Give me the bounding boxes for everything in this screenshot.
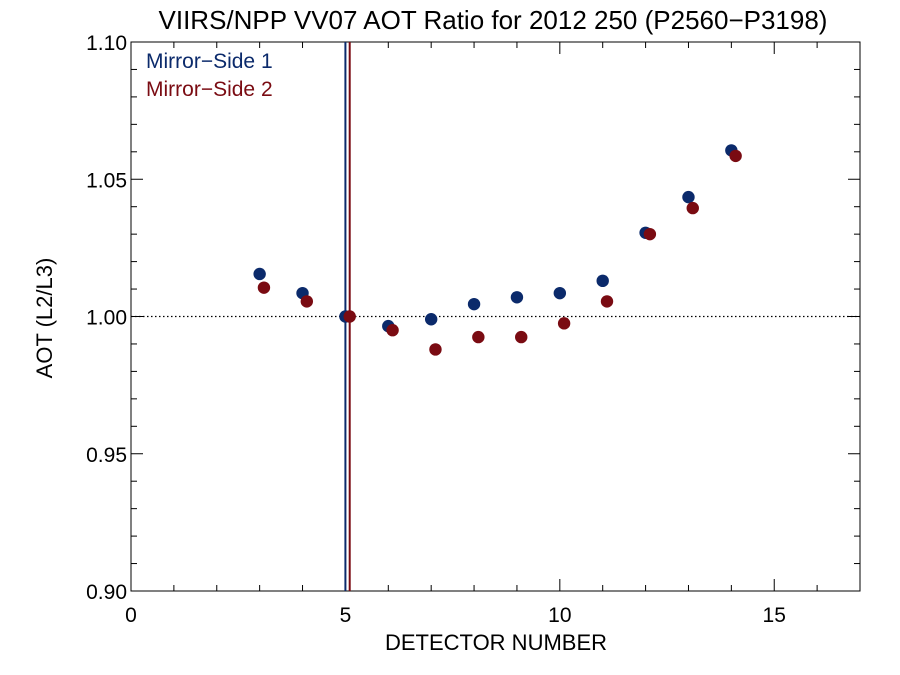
series-1-point (553, 286, 567, 300)
series-2-point (729, 149, 742, 163)
series-1-point (596, 274, 609, 288)
series-2-point (343, 310, 356, 323)
x-axis-label: DETECTOR NUMBER (385, 630, 607, 655)
series-1-point (467, 297, 481, 311)
series-1-point (253, 267, 266, 281)
legend-item-mirror-side-1: Mirror−Side 1 (146, 50, 273, 73)
series-2-point (600, 295, 614, 308)
legend: Mirror−Side 1 Mirror−Side 2 (146, 50, 273, 101)
y-tick-label: 0.90 (86, 581, 127, 604)
x-tick-label: 5 (340, 604, 352, 627)
series-2-point (429, 343, 442, 356)
series-2-point (472, 330, 485, 344)
series-2-point (515, 330, 528, 344)
series-2-point (386, 324, 399, 337)
series-2-point (257, 281, 271, 294)
y-tick-label: 1.10 (86, 32, 127, 55)
y-tick-label: 1.00 (86, 307, 127, 330)
x-tick-label: 10 (548, 604, 571, 627)
y-tick-label: 0.95 (86, 444, 127, 467)
legend-item-mirror-side-2: Mirror−Side 2 (146, 78, 273, 101)
plot-area: 0 5 10 15 0.90 0.95 1.00 1.05 1.10 (86, 32, 861, 627)
series-2-point (300, 295, 314, 308)
series-1-point (510, 291, 524, 304)
series-1-point (682, 190, 695, 204)
x-tick-label: 0 (125, 604, 137, 627)
series-2-point (686, 201, 699, 215)
y-tick-label: 1.05 (86, 169, 127, 192)
y-axis-label: AOT (L2/L3) (32, 258, 57, 379)
series-2-point (557, 317, 571, 330)
series-1-point (424, 313, 438, 326)
series-2-point (643, 227, 657, 241)
chart-title: VIIRS/NPP VV07 AOT Ratio for 2012 250 (P… (159, 5, 828, 35)
x-tick-label: 15 (763, 604, 786, 627)
